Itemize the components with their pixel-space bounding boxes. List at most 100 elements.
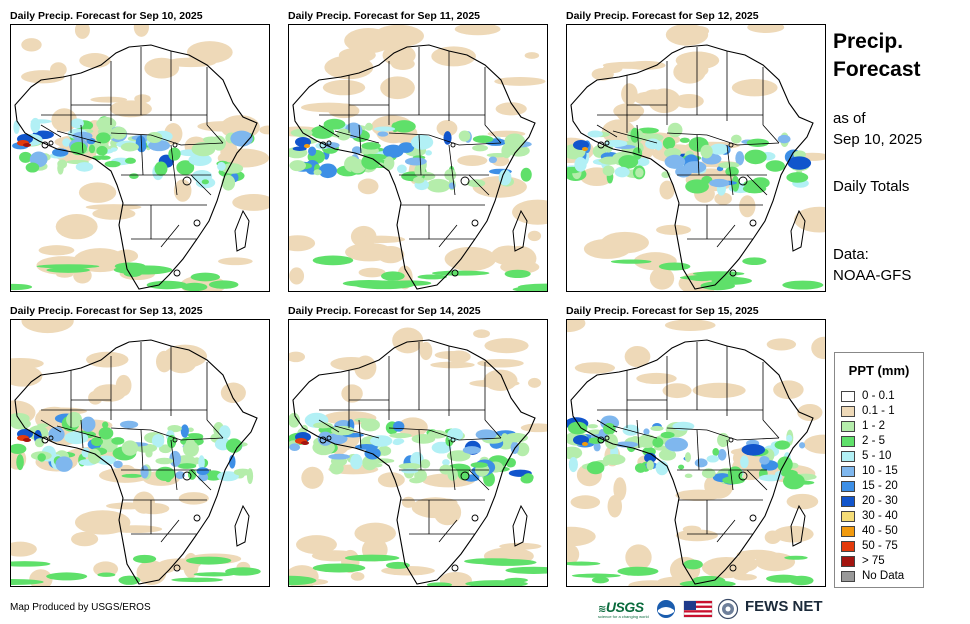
rain-cell-band [75,162,94,172]
country-border [612,130,658,144]
country-border [110,132,224,146]
rain-cell-southern-ocean [97,572,116,577]
lake-outline [450,437,456,443]
rain-cell-southern-ocean [312,255,354,266]
rain-cell-southern-ocean [113,265,173,275]
lake-outline [173,269,181,277]
africa-map [567,320,825,586]
rain-cell-southern-ocean [354,280,415,290]
country-border [438,224,458,248]
legend-label: 10 - 15 [862,465,898,477]
africa-map [11,320,261,586]
rain-cell-band [662,137,676,150]
rain-cell-southern-ocean [426,582,453,586]
rain-cell-band [175,471,185,480]
rain-cell-band [289,160,307,172]
rain-cell-band [758,474,783,482]
lake-outline [326,435,332,441]
rain-cell-light [602,61,658,69]
country-border [334,130,380,144]
rain-cell-band [168,147,181,161]
rain-cell-light [354,522,397,544]
rain-cell-light [484,338,529,354]
rain-cell-light [567,526,596,547]
rain-cell-light [607,495,623,518]
lake-outline [728,437,734,443]
legend-label: 0.1 - 1 [862,405,895,417]
rain-cell-band [11,418,31,430]
lake-outline [182,176,192,186]
rain-cell-light [567,320,586,333]
rain-cell-band [488,156,497,164]
africa-coastline [14,339,258,585]
rain-cell-southern-ocean [505,566,547,574]
rain-cell-light [390,57,415,70]
rain-cell-band [124,157,136,164]
rain-cell-light [358,267,386,278]
rain-cell-band [91,436,104,447]
rain-cell-band [201,179,209,185]
rain-cell-band [180,424,189,438]
legend-swatch [841,525,855,537]
rain-cell-southern-ocean [312,563,366,573]
rain-cell-band [650,425,664,432]
rain-cell-light [114,249,139,263]
rain-cell-band [706,455,719,463]
rain-cell-light [436,120,458,137]
lake-outline [471,219,479,227]
ppt-legend: PPT (mm) 0 - 0.1 0.1 - 1 1 - 2 2 - 5 5 - 10 1… [834,352,924,588]
rain-cell-light [524,52,540,59]
rain-cell-light [74,25,90,39]
rain-cell-band [712,447,720,456]
rain-cell-band [318,163,338,179]
legend-swatch [841,510,855,522]
legend-label: 0 - 0.1 [862,390,895,402]
rain-cell-band [290,128,313,137]
rain-cell-band [744,149,767,165]
rain-cell-light [289,351,306,363]
rain-cell-light [92,207,136,220]
rain-cell-band [472,144,488,152]
rain-cell-band [709,143,729,155]
legend-swatch [841,405,855,417]
country-border [358,124,362,154]
rain-cell-band [635,167,644,178]
rain-cell-band [323,142,340,149]
rain-cell-band [121,440,139,456]
rain-cell-band [11,443,27,454]
rain-cell-band [593,442,601,452]
rain-cell-band [458,130,471,142]
rain-cell-southern-ocean [687,274,716,282]
rain-cell-band [104,160,121,168]
rain-cell-light [21,38,42,52]
legend-swatch [841,420,855,432]
rain-cell-light [350,572,365,581]
rain-cell-band [414,469,427,483]
rain-cell-band [498,169,512,186]
rain-cell-band [289,412,300,428]
legend-label: 5 - 10 [862,450,892,462]
rain-cell-light [766,338,797,351]
rain-cell-band [13,120,20,134]
rain-cell-light [688,25,710,37]
lake-outline [173,564,181,572]
country-border [80,419,84,449]
precip-map [566,319,826,587]
rain-cell-band [398,462,422,470]
africa-map [289,327,547,586]
country-border [612,425,658,439]
rain-cell-band [425,150,432,156]
legend-swatch [841,465,855,477]
rain-cell-southern-ocean [700,281,735,291]
rain-cell-light [747,25,785,33]
country-border [484,419,502,439]
rain-cell-southern-ocean [132,554,157,564]
rain-cell-light [301,102,357,113]
rain-cell-band [679,137,690,143]
rain-cell-band [523,473,534,482]
rain-cell-light [377,472,405,488]
rain-cell-southern-ocean [766,574,802,583]
rain-cell-band [725,166,739,177]
rain-cell-southern-ocean [289,575,317,586]
lake-outline [460,471,470,481]
